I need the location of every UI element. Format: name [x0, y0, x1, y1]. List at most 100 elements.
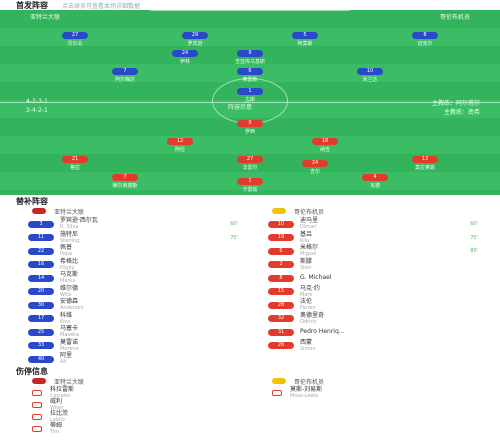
player-en-name: Kovi — [60, 318, 71, 325]
away-player[interactable]: 18 纳吉 — [310, 138, 340, 153]
home-player[interactable]: 1 古斯 — [235, 88, 265, 103]
pitch: 亚特兰大联 哥伦布机员 4-2-3-1 3-4-2-1 主教练：阿尔塔尔 主教练… — [0, 10, 500, 195]
sub-row[interactable]: 26 西蒙 Simon — [268, 339, 478, 352]
player-en-name: Wild — [60, 291, 71, 298]
sub-row[interactable]: 28 法伦 Farren — [268, 299, 478, 311]
sub-row[interactable]: 16 希格比 Higby — [28, 258, 238, 271]
home-player[interactable]: 27 沃尔夫 — [60, 32, 90, 47]
injury-row: 拉比茨 Labitz — [32, 410, 69, 423]
player-name: 莫雷诺 — [60, 338, 79, 346]
player-en-name: Maseka — [60, 332, 79, 338]
sub-row[interactable]: 40 阿里 Ali — [28, 353, 238, 365]
player-en-name: Tim — [50, 429, 60, 435]
player-name: 罗宾逊·西尔瓦 — [60, 217, 98, 224]
inj-away-team: 哥伦布机员 — [272, 376, 324, 386]
player-name: 拉比茨 — [50, 410, 69, 417]
sub-row[interactable]: 14 马克斯 Marks — [28, 272, 238, 284]
shirt-number: 6 — [268, 247, 294, 255]
shirt-number: 17 — [28, 315, 54, 322]
sub-row[interactable]: 25 马塞卡 Maseka — [28, 326, 238, 338]
player-name: 斯滕 — [300, 257, 313, 265]
home-player[interactable]: 8 迈克尔 — [410, 32, 440, 47]
home-team-name: 亚特兰大联 — [30, 14, 61, 21]
sub-row[interactable]: 6 米格尔 Miguel 80' — [268, 245, 478, 257]
sub-row[interactable]: 2 斯滕 Sten — [268, 257, 478, 271]
player-name: 科维 — [60, 311, 73, 319]
home-formation: 4-2-3-1 — [26, 98, 48, 105]
away-team-name: 哥伦布机员 — [439, 14, 470, 21]
player-name: 基吕 — [300, 230, 313, 238]
away-player[interactable]: 7 赫尔南德斯 — [112, 174, 138, 189]
sub-minute: 80' — [470, 248, 478, 254]
home-player[interactable]: 24 伊林 — [170, 50, 200, 65]
subs-away-team: 哥伦布机员 — [272, 206, 324, 216]
sub-row[interactable]: 19 基吕 Kilu 70' — [268, 230, 478, 244]
sub-row[interactable]: 15 马克·约 Mark — [268, 285, 478, 298]
away-player[interactable]: 13 莫拉莱斯 — [410, 156, 440, 171]
sub-minute: 70' — [230, 234, 238, 241]
away-player[interactable]: 12 阿伦 — [165, 138, 195, 153]
sub-row[interactable]: 10 迪马里 Dimari 60' — [268, 218, 478, 230]
away-player[interactable]: 4 瓦德 — [360, 174, 390, 189]
injuries-title: 伤停信息 — [16, 367, 48, 376]
center-label: 阵容示意 — [228, 104, 253, 111]
sub-row[interactable]: 31 Pedro Henriq... — [268, 326, 478, 338]
away-player[interactable]: 21 格拉 — [60, 156, 90, 171]
shirt-number: 14 — [28, 274, 54, 282]
player-en-name: Corrales — [50, 393, 71, 399]
sub-row[interactable]: 11 施特尼 Sterling 70' — [28, 231, 238, 244]
away-player[interactable]: 1 卡雷兹 — [235, 178, 265, 193]
away-formation: 3-4-2-1 — [26, 107, 48, 114]
injury-icon — [272, 390, 282, 396]
lineup-header: 首发阵容 点击球员可查看本场详细数据 — [0, 0, 500, 10]
player-en-name: Moreno — [60, 345, 79, 352]
sub-row[interactable]: 30 安德森 Anderson — [28, 299, 238, 311]
shirt-number: 16 — [28, 261, 54, 268]
sub-row[interactable]: 22 佩普 Pepe — [28, 245, 238, 257]
injury-row: 威利 Wiley — [32, 398, 64, 411]
player-name: 威利 — [50, 398, 63, 405]
player-en-name: Moss-Lewis — [290, 393, 319, 399]
sub-row[interactable]: 17 科维 Kovi — [28, 311, 238, 325]
page-subtitle: 点击球员可查看本场详细数据 — [62, 2, 141, 10]
player-name: 安德森 — [60, 298, 79, 305]
away-flag-icon — [272, 378, 286, 384]
player-name: G. Michael — [300, 274, 332, 281]
injury-row: 莫斯-刘易斯 Moss-Lewis — [272, 387, 322, 399]
player-en-name: Marks — [60, 278, 75, 284]
shirt-number: 28 — [268, 301, 294, 309]
home-player[interactable]: 29 罗宾逊 — [180, 32, 210, 47]
player-en-name: Higby — [60, 264, 75, 271]
home-player[interactable]: 7 阿尔梅达 — [110, 68, 140, 83]
sub-row[interactable]: 8 G. Michael — [268, 272, 478, 284]
player-en-name: Miguel — [300, 251, 317, 257]
shirt-number: 32 — [268, 315, 294, 322]
shirt-number: 2 — [268, 261, 294, 268]
sub-row[interactable]: 33 莫雷诺 Moreno — [28, 338, 238, 352]
player-name: 马克斯 — [60, 271, 79, 278]
home-player[interactable]: 5 阿莫斯 — [290, 32, 320, 47]
sub-row[interactable]: 32 奥德里奇 Odrich — [268, 311, 478, 325]
injury-icon — [32, 414, 42, 420]
player-name: 法伦 — [300, 298, 313, 305]
away-player[interactable]: 24 吉尔 — [300, 160, 330, 175]
injury-row: 科拉雷斯 Corrales — [32, 386, 75, 399]
player-en-name: Farren — [300, 305, 316, 311]
player-en-name: Pepe — [60, 251, 73, 257]
player-en-name: Kilu — [300, 237, 310, 244]
home-player[interactable]: 6 弗雷斯 — [235, 68, 265, 83]
player-en-name: Dimari — [300, 224, 317, 230]
player-en-name: Odrich — [300, 318, 317, 325]
player-name: 科拉雷斯 — [50, 386, 75, 393]
player-name: 奥德里奇 — [300, 311, 325, 319]
sub-row[interactable]: 20 维尔德 Wild — [28, 285, 238, 298]
player-en-name: Ali — [60, 359, 67, 365]
away-player[interactable]: 27 法雷尔 — [235, 156, 265, 171]
injury-row: 蒂姆 Tim — [32, 423, 62, 435]
injury-icon — [32, 390, 42, 396]
home-player[interactable]: 10 米兰达 — [355, 68, 385, 83]
sub-row[interactable]: 3 罗宾逊·西尔瓦 R. Silva 60' — [28, 218, 238, 230]
away-player[interactable]: 9 罗西 — [235, 120, 265, 135]
home-player[interactable]: 9 吉亚库马基斯 — [235, 50, 266, 65]
shirt-number: 31 — [268, 328, 294, 336]
